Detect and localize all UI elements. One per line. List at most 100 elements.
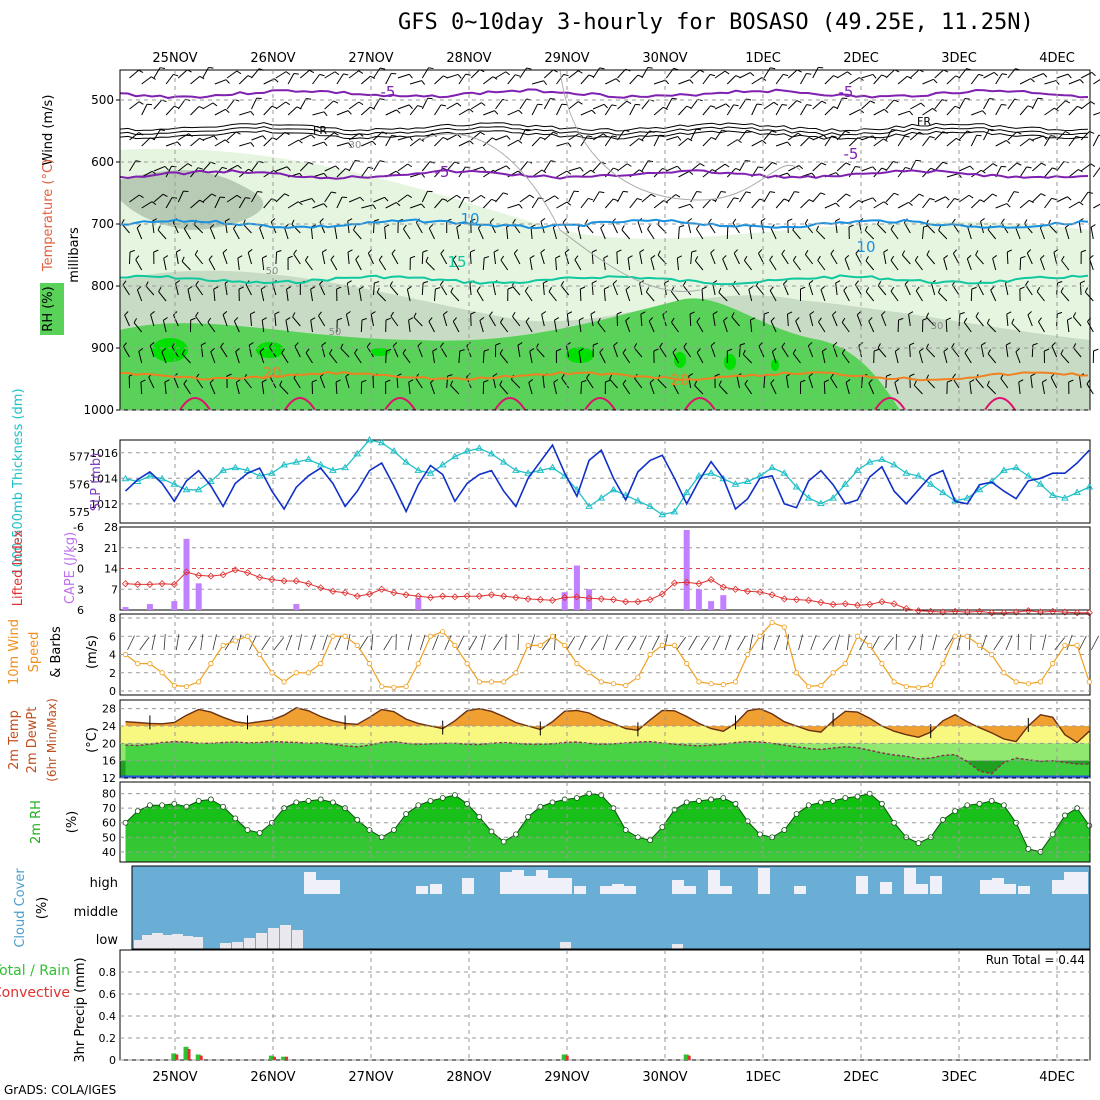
wind-barb bbox=[285, 101, 291, 106]
wind10m-barb bbox=[1042, 634, 1047, 651]
wind-barb bbox=[951, 347, 960, 358]
wind-barb bbox=[122, 280, 127, 286]
wind-barb bbox=[922, 227, 925, 240]
wind-barb bbox=[783, 73, 789, 77]
isotherm-label: -5 bbox=[844, 145, 859, 163]
wind-barb bbox=[617, 163, 628, 172]
wind-barb bbox=[710, 249, 715, 254]
thickness-point bbox=[963, 494, 972, 501]
wind-barb bbox=[1068, 169, 1079, 178]
wind-barb bbox=[611, 221, 618, 234]
wind10m-barb bbox=[920, 634, 923, 651]
wind-barb bbox=[479, 317, 485, 321]
wind-barb bbox=[518, 204, 523, 209]
wind-barb bbox=[543, 69, 554, 79]
wind-speed-point bbox=[159, 670, 165, 676]
wind-barb bbox=[529, 258, 533, 271]
rh2m-point bbox=[1001, 802, 1007, 809]
wind-barb bbox=[909, 193, 920, 203]
lifted-index-point bbox=[719, 583, 727, 591]
wind-barb bbox=[153, 249, 159, 253]
wind-barb bbox=[355, 255, 360, 260]
wind-barb bbox=[613, 198, 619, 202]
wind10m-barb bbox=[859, 635, 868, 651]
wind-barb bbox=[421, 190, 429, 203]
lifted-index-point bbox=[817, 598, 825, 606]
cloud-high-block bbox=[856, 876, 868, 894]
wind-barb bbox=[489, 311, 493, 316]
wind-barb bbox=[550, 98, 556, 100]
thickness-point bbox=[182, 485, 191, 493]
lifted-index-point bbox=[1036, 608, 1045, 616]
wind-barb bbox=[428, 227, 435, 240]
wind-barb bbox=[482, 350, 485, 364]
wind-barb bbox=[159, 129, 166, 132]
wind-barb bbox=[482, 257, 485, 271]
wind-barb bbox=[1013, 191, 1019, 193]
cloud-high-block bbox=[758, 868, 770, 894]
thickness-point bbox=[585, 502, 593, 509]
wind-barb bbox=[967, 227, 972, 240]
wind-barb bbox=[712, 169, 717, 173]
wind-barb bbox=[359, 196, 364, 202]
wind-barb bbox=[580, 109, 593, 116]
wind-barb bbox=[775, 104, 783, 116]
wind-barb bbox=[153, 67, 161, 79]
wind-speed-point bbox=[391, 684, 397, 690]
wind-barb bbox=[1068, 201, 1080, 209]
wind-speed-point bbox=[135, 661, 141, 667]
wind-barb bbox=[163, 317, 168, 321]
cloud-high-block bbox=[462, 878, 474, 894]
wind-barb bbox=[450, 287, 454, 293]
thickness-point bbox=[792, 483, 801, 490]
wind-barb bbox=[689, 311, 695, 315]
wind-barb bbox=[1086, 379, 1091, 385]
wind-barb bbox=[164, 382, 167, 395]
wind-barb bbox=[343, 73, 349, 76]
wind-barb bbox=[843, 286, 848, 291]
wind-barb bbox=[914, 260, 923, 271]
pressure-tick-label: 600 bbox=[91, 155, 114, 169]
wind-barb bbox=[172, 221, 179, 234]
wind-barb bbox=[702, 169, 713, 178]
wind-barb bbox=[1061, 260, 1070, 271]
wind-barb bbox=[151, 76, 156, 80]
wind-barb bbox=[262, 317, 267, 321]
wind-barb bbox=[251, 135, 263, 141]
wind-barb bbox=[800, 104, 808, 116]
wind-barb bbox=[934, 196, 946, 203]
wind-barb bbox=[770, 67, 776, 70]
rh2m-point bbox=[195, 798, 202, 804]
wind-barb bbox=[495, 342, 501, 346]
wind-barb bbox=[855, 280, 859, 285]
wind-barb bbox=[926, 378, 936, 389]
wind-speed-point bbox=[806, 683, 812, 690]
wind-barb bbox=[367, 249, 373, 254]
wind-barb bbox=[477, 227, 484, 240]
wind-barb bbox=[133, 322, 143, 333]
wind-barb bbox=[525, 321, 533, 333]
wind-barb bbox=[323, 173, 328, 178]
wind-barb bbox=[209, 224, 215, 229]
wind-barb bbox=[946, 198, 955, 209]
wind-barb bbox=[733, 249, 738, 254]
wind10m-barb bbox=[541, 636, 552, 651]
rh2m-frame bbox=[119, 781, 1091, 863]
wind-barb bbox=[361, 140, 373, 147]
wind-barb bbox=[770, 379, 775, 384]
wind-barb bbox=[1056, 100, 1066, 110]
wind-barb bbox=[470, 69, 481, 79]
wind-barb bbox=[804, 223, 814, 234]
wind-barb bbox=[385, 202, 397, 209]
wind-barb bbox=[458, 350, 461, 364]
wind-barb bbox=[294, 346, 301, 358]
temp-axis-label: 2m Temp bbox=[7, 710, 22, 770]
wind-barb bbox=[300, 134, 312, 141]
wind-barb bbox=[683, 346, 692, 358]
li-axis-label: Lifted Index bbox=[11, 529, 26, 606]
rh2m-point bbox=[232, 815, 239, 822]
wind-barb bbox=[529, 194, 535, 199]
precip-legend-total: Total / Rain bbox=[0, 963, 70, 979]
wind-barb bbox=[499, 384, 509, 395]
cloud-high-block bbox=[720, 886, 732, 894]
